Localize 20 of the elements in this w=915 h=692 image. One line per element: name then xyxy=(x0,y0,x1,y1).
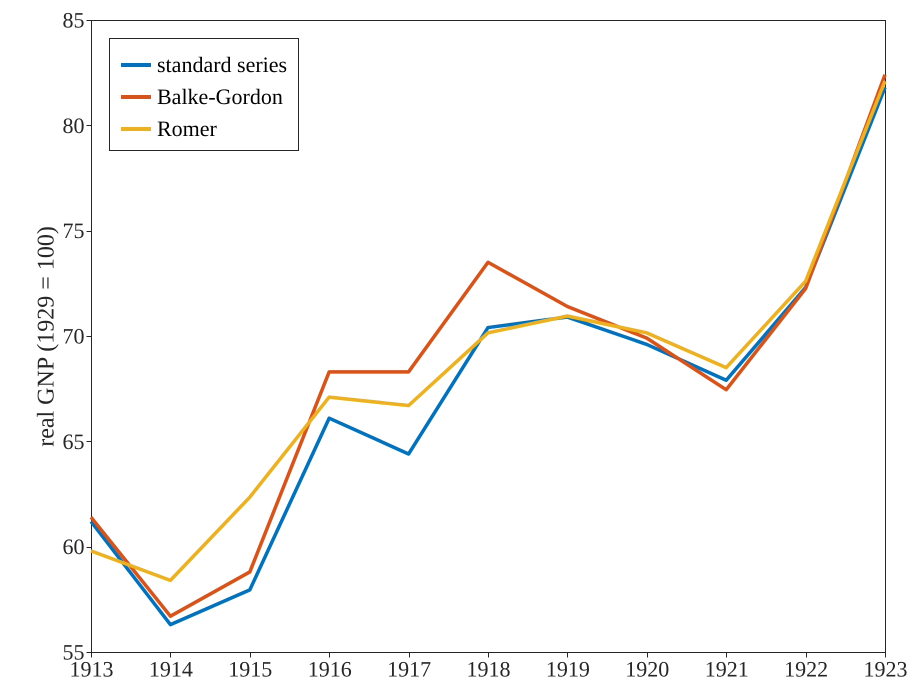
x-tick-label: 1921 xyxy=(704,656,749,682)
y-tick-label: 85 xyxy=(62,8,84,32)
y-tick-label: 60 xyxy=(62,534,84,560)
y-tick-label: 75 xyxy=(62,218,84,244)
x-tick-label: 1918 xyxy=(466,656,510,682)
legend-label: standard series xyxy=(157,52,288,77)
legend-label: Romer xyxy=(157,116,218,141)
x-tick-label: 1919 xyxy=(546,656,590,682)
y-axis-title: real GNP (1929 = 100) xyxy=(34,226,60,447)
x-tick-label: 1923 xyxy=(864,656,908,682)
x-tick-label: 1914 xyxy=(148,656,193,682)
x-tick-label: 1920 xyxy=(625,656,670,682)
y-tick-label: 70 xyxy=(62,324,84,348)
x-tick-label: 1917 xyxy=(387,656,432,682)
y-tick-label: 80 xyxy=(62,112,84,138)
x-tick-label: 1922 xyxy=(784,656,828,682)
x-tick-label: 1916 xyxy=(308,656,352,682)
legend-label: Balke-Gordon xyxy=(157,84,283,109)
x-tick-label: 1915 xyxy=(228,656,272,682)
y-tick-label: 65 xyxy=(62,428,84,454)
